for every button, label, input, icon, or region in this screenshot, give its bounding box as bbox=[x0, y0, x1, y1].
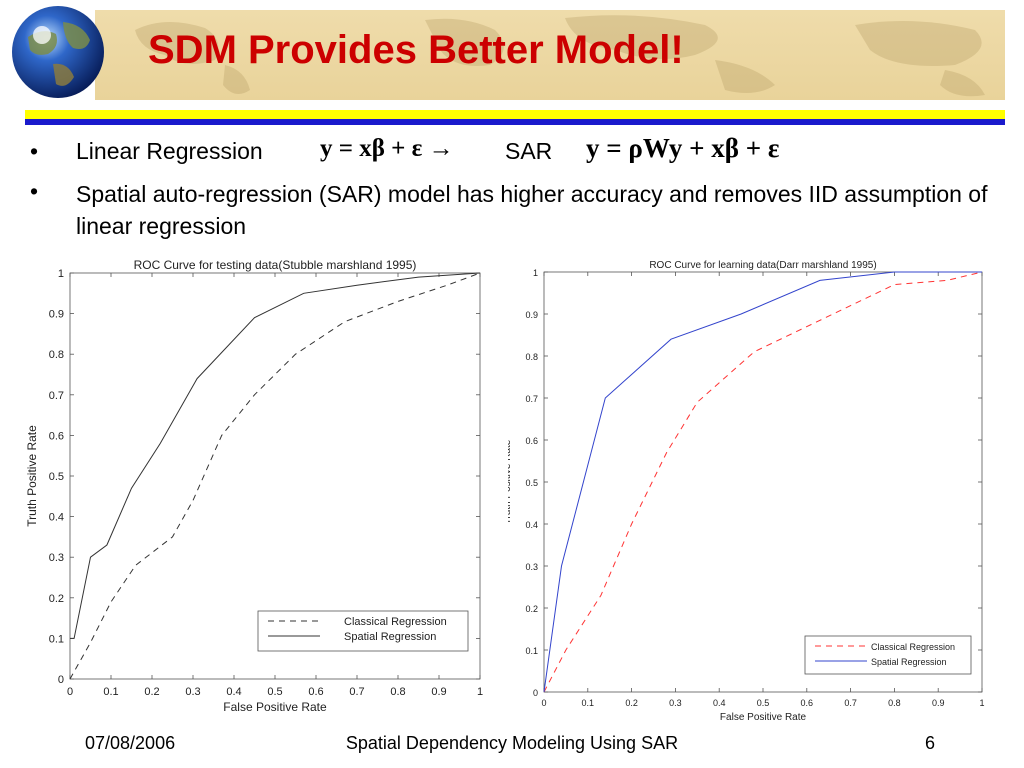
y-tick-label: 0 bbox=[58, 674, 64, 686]
globe-logo bbox=[12, 6, 104, 98]
bullet-marker: • bbox=[30, 178, 39, 204]
arrow-symbol: → bbox=[428, 135, 454, 162]
x-tick-label: 0.1 bbox=[103, 686, 118, 698]
y-tick-label: 0.8 bbox=[525, 352, 538, 362]
legend-entry: Spatial Regression bbox=[871, 657, 947, 667]
y-tick-label: 0.7 bbox=[49, 390, 64, 402]
roc-chart-testing-svg: ROC Curve for testing data(Stubble marsh… bbox=[25, 258, 483, 714]
x-axis-label: False Positive Rate bbox=[720, 712, 807, 723]
x-tick-label: 0.5 bbox=[267, 686, 282, 698]
x-tick-label: 0 bbox=[541, 698, 546, 708]
x-tick-label: 0.6 bbox=[308, 686, 323, 698]
x-tick-label: 0.8 bbox=[390, 686, 405, 698]
series-line-spatial bbox=[70, 272, 481, 639]
series-line-spatial bbox=[543, 271, 982, 693]
x-tick-label: 0.7 bbox=[349, 686, 364, 698]
y-axis-label: Truth Positive Rate bbox=[25, 425, 39, 527]
legend-entry: Classical Regression bbox=[871, 642, 955, 652]
legend-box bbox=[257, 610, 469, 652]
sar-description-text: Spatial auto-regression (SAR) model has … bbox=[76, 181, 988, 239]
x-tick-label: 0.5 bbox=[757, 698, 770, 708]
sar-equation: y = ρWy + xβ + ε bbox=[586, 133, 780, 163]
x-tick-label: 0.9 bbox=[932, 698, 945, 708]
roc-chart-learning: ROC Curve for learning data(Darr marshla… bbox=[508, 246, 1008, 726]
y-tick-label: 1 bbox=[58, 268, 64, 280]
bullet-marker: • bbox=[30, 138, 39, 164]
x-tick-label: 0.9 bbox=[431, 686, 446, 698]
y-tick-label: 0 bbox=[533, 688, 538, 698]
y-tick-label: 0.3 bbox=[49, 552, 64, 564]
footer-title: Spatial Dependency Modeling Using SAR bbox=[345, 733, 679, 753]
y-tick-label: 1 bbox=[533, 268, 538, 278]
header-banner bbox=[95, 10, 1005, 100]
chart-title: ROC Curve for testing data(Stubble marsh… bbox=[134, 258, 417, 272]
footer-date: 07/08/2006 bbox=[85, 733, 176, 753]
x-tick-label: 1 bbox=[979, 698, 984, 708]
x-tick-label: 0.2 bbox=[625, 698, 638, 708]
y-tick-label: 0.1 bbox=[49, 633, 64, 645]
chart-title: ROC Curve for learning data(Darr marshla… bbox=[649, 260, 876, 271]
y-tick-label: 0.8 bbox=[49, 349, 64, 361]
legend-box bbox=[804, 635, 972, 675]
bullet-linear-regression: • Linear Regression y = xβ + ε → SAR y =… bbox=[30, 133, 1010, 168]
roc-chart-testing: ROC Curve for testing data(Stubble marsh… bbox=[20, 250, 505, 725]
x-axis-label: False Positive Rate bbox=[223, 700, 327, 714]
x-tick-label: 0 bbox=[67, 686, 73, 698]
title-rule bbox=[25, 110, 1005, 125]
linear-regression-equation: y = xβ + ε → bbox=[320, 135, 454, 162]
x-tick-label: 0.8 bbox=[888, 698, 901, 708]
legend-entry: Classical Regression bbox=[344, 616, 447, 628]
legend-entry: Spatial Regression bbox=[344, 631, 436, 643]
y-tick-label: 0.2 bbox=[49, 593, 64, 605]
world-map-background bbox=[135, 15, 985, 97]
y-tick-label: 0.4 bbox=[49, 512, 64, 524]
y-tick-label: 0.5 bbox=[525, 478, 538, 488]
y-tick-label: 0.2 bbox=[525, 604, 538, 614]
x-tick-label: 0.3 bbox=[185, 686, 200, 698]
y-tick-label: 0.6 bbox=[49, 430, 64, 442]
x-tick-label: 0.1 bbox=[582, 698, 595, 708]
y-tick-label: 0.9 bbox=[49, 309, 64, 321]
y-tick-label: 0.5 bbox=[49, 471, 64, 483]
y-tick-label: 0.6 bbox=[525, 436, 538, 446]
plot-frame bbox=[543, 271, 983, 693]
x-tick-label: 0.7 bbox=[844, 698, 857, 708]
x-tick-label: 0.3 bbox=[669, 698, 682, 708]
y-tick-label: 0.7 bbox=[525, 394, 538, 404]
page-number: 6 bbox=[925, 733, 936, 753]
y-tick-label: 0.1 bbox=[525, 646, 538, 656]
roc-chart-learning-svg: ROC Curve for learning data(Darr marshla… bbox=[508, 260, 985, 723]
series-line-classical bbox=[543, 271, 983, 693]
x-tick-label: 0.4 bbox=[226, 686, 241, 698]
sar-label: SAR bbox=[505, 138, 553, 164]
x-tick-label: 0.2 bbox=[144, 686, 159, 698]
linear-regression-label: Linear Regression bbox=[76, 138, 263, 164]
y-tick-label: 0.9 bbox=[525, 310, 538, 320]
y-axis-label: Truth Positive Rate bbox=[508, 439, 513, 524]
y-tick-label: 0.3 bbox=[525, 562, 538, 572]
slide-title: SDM Provides Better Model! bbox=[148, 28, 684, 72]
x-tick-label: 0.6 bbox=[801, 698, 814, 708]
bullet-sar-description: • Spatial auto-regression (SAR) model ha… bbox=[30, 178, 1010, 242]
x-tick-label: 1 bbox=[477, 686, 483, 698]
x-tick-label: 0.4 bbox=[713, 698, 726, 708]
y-tick-label: 0.4 bbox=[525, 520, 538, 530]
